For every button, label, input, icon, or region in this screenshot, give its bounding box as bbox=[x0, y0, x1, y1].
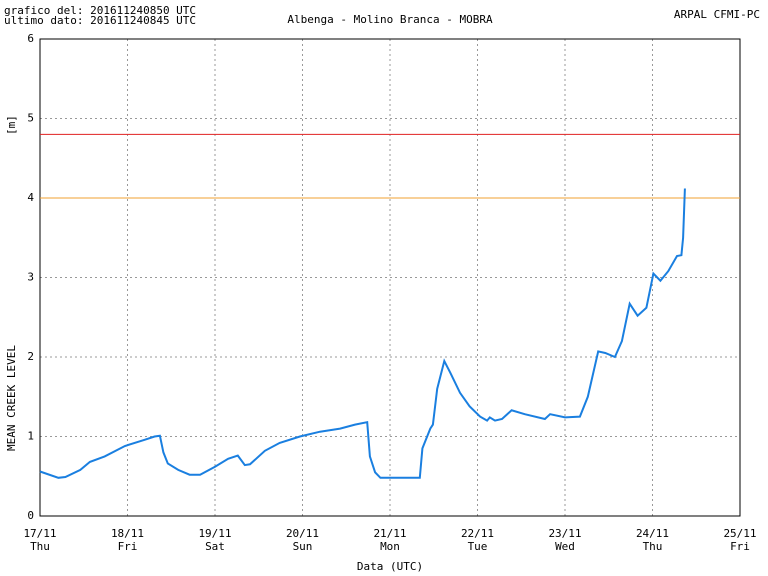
x-weekday: Thu bbox=[643, 540, 663, 553]
plot-frame bbox=[39, 38, 741, 517]
x-weekday: Sat bbox=[205, 540, 225, 553]
x-weekday: Mon bbox=[380, 540, 400, 553]
y-tick-label: 5 bbox=[27, 112, 34, 125]
y-tick-label: 3 bbox=[27, 271, 34, 284]
station: Albenga - Molino Branca - MOBRA bbox=[287, 13, 493, 26]
x-weekday: Sun bbox=[293, 540, 313, 553]
generated: grafico del: 201611240850 UTC bbox=[4, 4, 196, 17]
x-tick-label: 25/11 bbox=[723, 527, 756, 540]
x-weekday: Wed bbox=[555, 540, 575, 553]
source: ARPAL CFMI-PC bbox=[674, 8, 760, 21]
y-tick-label: 1 bbox=[27, 430, 34, 443]
y-unit: [m] bbox=[5, 115, 18, 135]
x-weekday: Thu bbox=[30, 540, 50, 553]
y-tick-label: 0 bbox=[27, 509, 34, 522]
x-weekday: Tue bbox=[468, 540, 488, 553]
x-tick-label: 21/11 bbox=[373, 527, 406, 540]
data-line bbox=[39, 188, 686, 479]
x-weekday: Fri bbox=[118, 540, 138, 553]
x-tick-label: 23/11 bbox=[548, 527, 581, 540]
y-label: MEAN CREEK LEVEL bbox=[5, 345, 18, 451]
x-tick-label: 20/11 bbox=[286, 527, 319, 540]
x-tick-label: 18/11 bbox=[111, 527, 144, 540]
last-data: ultimo dato: 201611240845 UTC bbox=[4, 14, 196, 27]
y-tick-label: 2 bbox=[27, 350, 34, 363]
x-tick-label: 22/11 bbox=[461, 527, 494, 540]
x-label: Data (UTC) bbox=[357, 560, 423, 573]
x-tick-label: 17/11 bbox=[23, 527, 56, 540]
x-tick-label: 24/11 bbox=[636, 527, 669, 540]
y-tick-label: 6 bbox=[27, 32, 34, 45]
x-tick-label: 19/11 bbox=[198, 527, 231, 540]
x-weekday: Fri bbox=[730, 540, 750, 553]
y-tick-label: 4 bbox=[27, 191, 34, 204]
